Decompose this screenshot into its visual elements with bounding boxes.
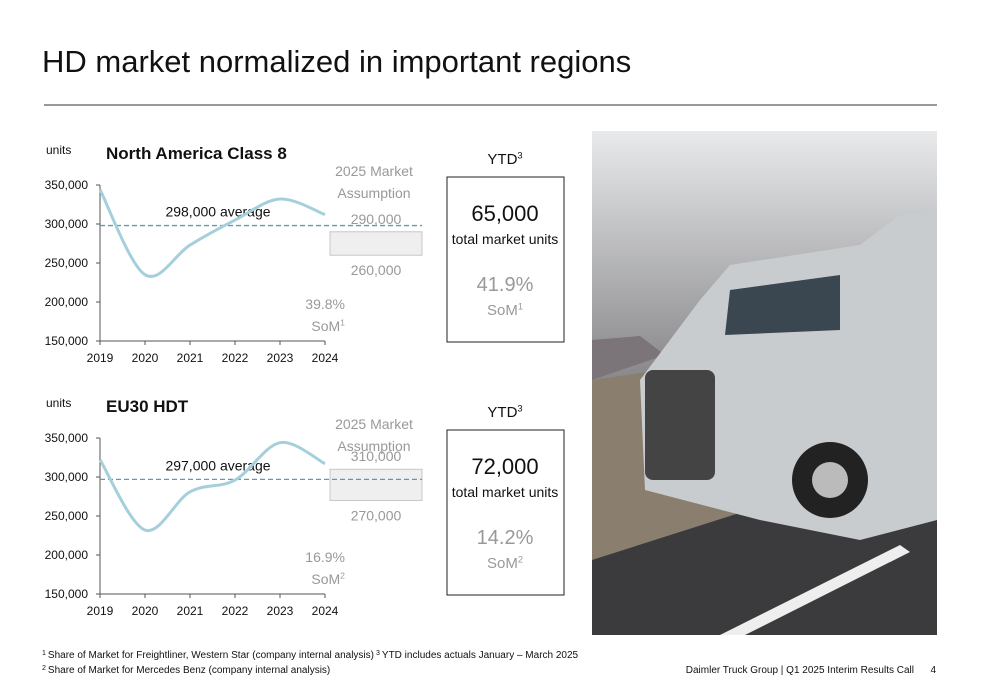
page-number: 4 [930, 665, 936, 676]
footnote-mark: 3 [376, 650, 380, 657]
assumption-band [329, 468, 423, 501]
x-tick-label: 2022 [222, 604, 249, 618]
share: 16.9% [305, 549, 345, 565]
footer: Daimler Truck Group | Q1 2025 Interim Re… [686, 665, 914, 676]
x-tick-label: 2023 [267, 604, 294, 618]
ytd-share: 14.2% [477, 527, 534, 549]
assumption-title: 2025 Market Assumption [335, 163, 413, 201]
x-tick-label: 2021 [177, 604, 204, 618]
assumption-title-box: 2025 Market Assumption [335, 163, 413, 201]
ytd-label-text: YTD [487, 404, 517, 421]
x-tick-label: 2020 [132, 351, 159, 365]
ytd-label-note: 3 [517, 150, 522, 160]
data-line [98, 188, 326, 278]
x-tick-label: 2019 [87, 351, 114, 365]
x-tick-label: 2023 [267, 351, 294, 365]
share-label-text: SoM [311, 571, 340, 587]
y-tick-label: 250,000 [45, 256, 89, 270]
share-label: SoM2 [311, 571, 345, 587]
ytd-units-label: total market units [452, 231, 559, 247]
slide-title: HD market normalized in important region… [42, 44, 631, 79]
average-label: 298,000 average [165, 204, 270, 220]
ytd-label-text: YTD [487, 151, 517, 168]
ytd-share-label: SoM1 [487, 301, 523, 319]
ytd-share-label-note: 1 [518, 301, 523, 311]
x-tick-label: 2024 [312, 351, 339, 365]
chart-title: EU30 HDT [106, 397, 189, 416]
footnote: 2 Share of Market for Mercedes Benz (comp… [42, 665, 330, 676]
ytd-units: 65,000 [471, 201, 538, 226]
share-label: SoM1 [311, 318, 345, 334]
footnote-text: Share of Market for Freightliner, Wester… [48, 650, 374, 661]
y-tick-label: 200,000 [45, 295, 89, 309]
ytd-units-label: total market units [452, 484, 559, 500]
footnote-text: Share of Market for Mercedes Benz (compa… [48, 665, 330, 676]
photo [592, 131, 937, 635]
x-tick-label: 2024 [312, 604, 339, 618]
y-tick-label: 150,000 [45, 587, 89, 601]
assumption-title: 2025 Market Assumption [335, 416, 413, 454]
share-label-text: SoM [311, 318, 340, 334]
share-label-note: 2 [340, 571, 345, 581]
assumption-low-label: 270,000 [351, 507, 402, 523]
ytd-label-note: 3 [517, 403, 522, 413]
ytd-label: YTD3 [487, 150, 522, 168]
y-tick-label: 350,000 [45, 431, 89, 445]
assumption-low-label: 260,000 [351, 262, 402, 278]
footnote-mark: 1 [42, 650, 46, 657]
ytd-share-label-text: SoM [487, 555, 518, 572]
assumption-band [329, 231, 423, 256]
y-axis-label: units [46, 143, 71, 157]
ytd-share: 41.9% [477, 274, 534, 296]
ytd-box [446, 176, 565, 343]
average-label: 297,000 average [165, 457, 270, 473]
ytd-box [446, 429, 565, 596]
ytd-units: 72,000 [471, 454, 538, 479]
assumption-high-label: 290,000 [351, 211, 402, 227]
data-line [98, 441, 326, 532]
ytd-share-label: SoM2 [487, 554, 523, 572]
assumption-title-box: 2025 Market Assumption [335, 416, 413, 454]
share: 39.8% [305, 296, 345, 312]
x-tick-label: 2022 [222, 351, 249, 365]
y-tick-label: 250,000 [45, 509, 89, 523]
y-tick-label: 200,000 [45, 548, 89, 562]
y-tick-label: 300,000 [45, 470, 89, 484]
chart-title: North America Class 8 [106, 144, 287, 163]
footnote-mark: 2 [42, 665, 46, 672]
y-tick-label: 350,000 [45, 178, 89, 192]
share-label-note: 1 [340, 318, 345, 328]
assumption-high-label: 310,000 [351, 448, 402, 464]
footnote-text: YTD includes actuals January – March 202… [382, 650, 579, 661]
x-tick-label: 2021 [177, 351, 204, 365]
y-tick-label: 300,000 [45, 217, 89, 231]
ytd-label: YTD3 [487, 403, 522, 421]
x-tick-label: 2019 [87, 604, 114, 618]
ytd-share-label-text: SoM [487, 302, 518, 319]
ytd-share-label-note: 2 [518, 554, 523, 564]
y-axis-label: units [46, 396, 71, 410]
x-tick-label: 2020 [132, 604, 159, 618]
footnote: 3 YTD includes actuals January – March 20… [376, 650, 579, 661]
footnote: 1 Share of Market for Freightliner, Weste… [42, 650, 374, 661]
y-tick-label: 150,000 [45, 334, 89, 348]
